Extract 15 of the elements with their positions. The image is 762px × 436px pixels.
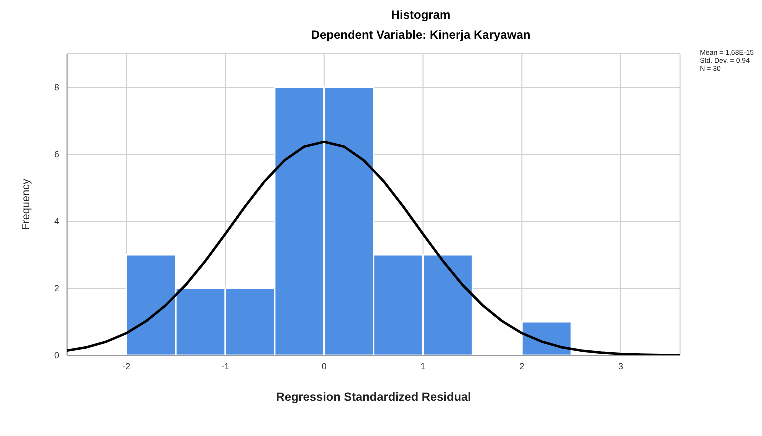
y-tick-label: 8 [54,82,60,93]
x-tick-label: 1 [420,362,426,372]
y-tick-label: 6 [54,150,60,160]
x-tick-label: -2 [122,362,131,372]
y-tick-label: 0 [54,350,60,361]
x-axis-title: Regression Standardized Residual [276,390,472,404]
y-axis-title: Frequency [20,178,33,230]
x-tick-label: 0 [322,362,327,372]
chart-title: Histogram [390,8,452,22]
x-tick-label: 3 [618,362,624,372]
x-tick-label: -1 [222,362,230,372]
y-tick-label: 2 [54,284,60,294]
chart-subtitle: Dependent Variable: Kinerja Karyawan [310,28,532,42]
y-tick-label: 4 [54,216,60,227]
x-tick-label: 2 [520,362,525,372]
